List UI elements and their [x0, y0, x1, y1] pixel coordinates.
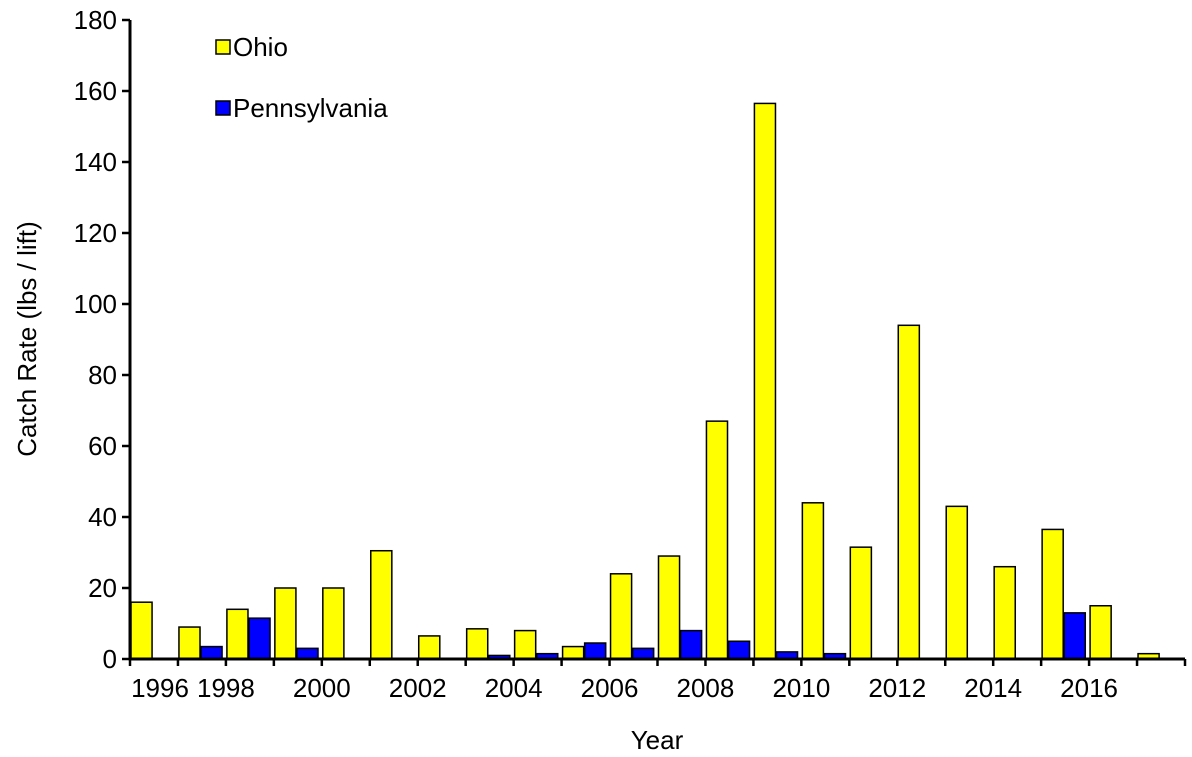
y-tick-label: 60: [88, 431, 117, 461]
x-tick-label: 1996: [131, 673, 189, 703]
bar-pennsylvania-1998: [248, 617, 271, 660]
bar-ohio-2012: [897, 324, 921, 660]
bar-ohio-2013: [945, 505, 969, 660]
bar-pennsylvania-2006: [631, 647, 655, 660]
bar-ohio-2016: [1089, 605, 1112, 660]
bar-ohio-2004: [513, 629, 537, 660]
bar-pennsylvania-2007: [679, 629, 703, 660]
bar-ohio-2002: [417, 635, 441, 660]
bar-ohio-2005: [561, 645, 585, 660]
y-tick-label: 20: [88, 573, 117, 603]
bar-ohio-2000: [322, 587, 345, 660]
bar-ohio-2009: [753, 102, 777, 660]
bar-ohio-1999: [274, 587, 297, 660]
bar-ohio-2003: [465, 628, 489, 660]
y-tick-label: 40: [88, 502, 117, 532]
bar-pennsylvania-2015: [1063, 612, 1087, 660]
bar-pennsylvania-2008: [727, 640, 751, 660]
y-tick-label: 140: [74, 147, 117, 177]
legend: Ohio Pennsylvania: [215, 32, 388, 123]
bar-pennsylvania-2005: [583, 642, 607, 660]
y-tick-label: 180: [74, 5, 117, 35]
x-tick-label: 2002: [389, 673, 447, 703]
bar-ohio-2001: [370, 549, 393, 660]
y-tick-label: 160: [74, 76, 117, 106]
bar-ohio-2007: [657, 555, 681, 660]
x-tick-label: 2008: [677, 673, 735, 703]
bar-ohio-1996: [130, 601, 153, 660]
bar-pennsylvania-1999: [296, 647, 319, 660]
bar-ohio-2015: [1041, 528, 1064, 660]
y-tick-label: 100: [74, 289, 117, 319]
bar-ohio-1998: [226, 608, 249, 660]
y-tick-label: 80: [88, 360, 117, 390]
x-tick-label: 1998: [197, 673, 255, 703]
y-ticks-group: 0 20 40 60 80 100 120 140 160 180: [74, 5, 130, 674]
bar-ohio-1997: [178, 626, 201, 660]
x-tick-label: 2000: [293, 673, 351, 703]
x-ticks-group: 1996 1998 2000 2002 2004 2006 2008 2010 2012 2014…: [128, 659, 1187, 703]
legend-label-ohio: Ohio: [233, 32, 288, 62]
legend-swatch-pennsylvania: [215, 100, 231, 116]
y-axis-title: Catch Rate (lbs / lift): [12, 221, 42, 457]
x-tick-label: 2012: [868, 673, 926, 703]
bars-group: [130, 102, 1160, 660]
bar-ohio-2006: [609, 573, 633, 660]
x-tick-label: 2014: [964, 673, 1022, 703]
y-tick-label: 0: [103, 644, 117, 674]
x-tick-label: 2006: [581, 673, 639, 703]
x-tick-label: 2004: [485, 673, 543, 703]
x-tick-label: 2016: [1060, 673, 1118, 703]
bar-ohio-2014: [993, 565, 1016, 660]
y-tick-label: 120: [74, 218, 117, 248]
legend-swatch-ohio: [215, 39, 231, 55]
bar-ohio-2011: [849, 546, 873, 660]
x-tick-label: 2010: [772, 673, 830, 703]
legend-label-pennsylvania: Pennsylvania: [233, 93, 388, 123]
bar-pennsylvania-1997: [200, 645, 223, 660]
bar-ohio-2008: [705, 420, 729, 660]
x-axis-title: Year: [631, 725, 684, 755]
bar-ohio-2010: [801, 502, 825, 660]
